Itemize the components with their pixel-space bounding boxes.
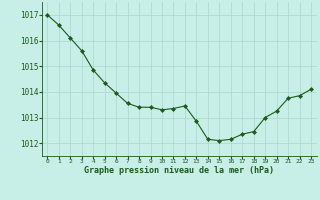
X-axis label: Graphe pression niveau de la mer (hPa): Graphe pression niveau de la mer (hPa) xyxy=(84,166,274,175)
